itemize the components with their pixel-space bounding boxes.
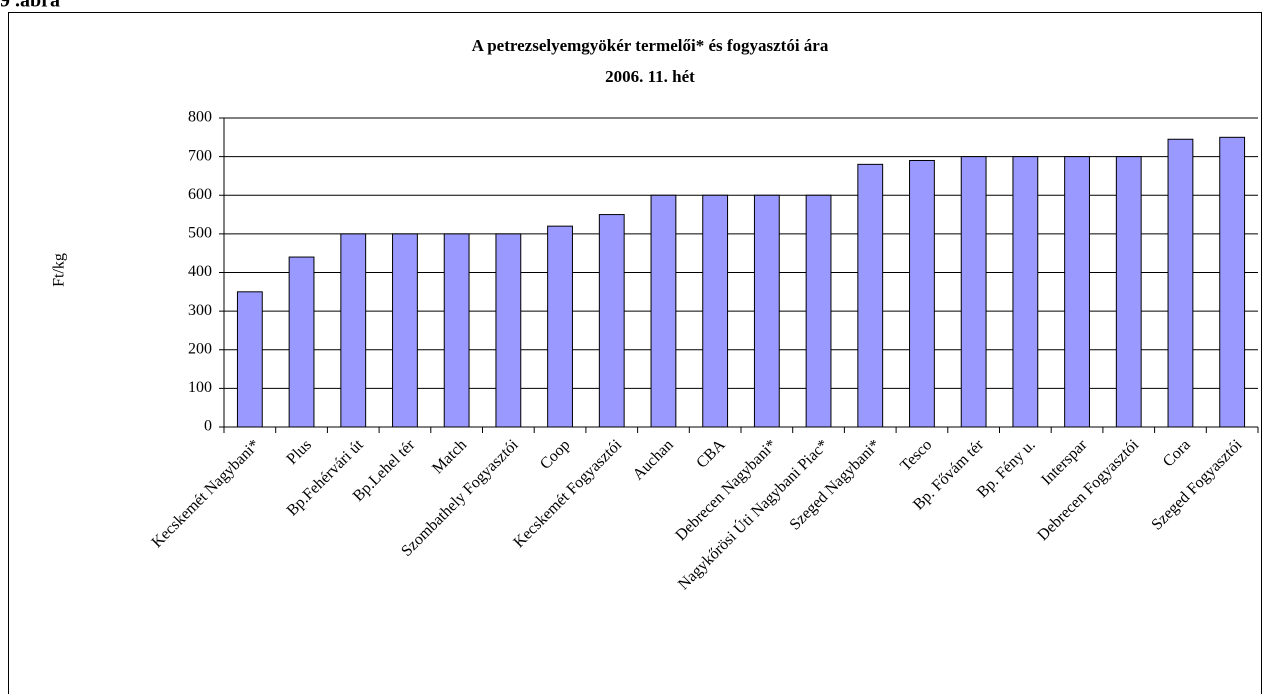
x-tick-label: CBA — [693, 436, 729, 472]
x-tick-label: Match — [429, 436, 470, 477]
figure-label: 9 .ábra — [0, 0, 60, 12]
bar — [547, 225, 573, 428]
chart-subtitle: 2006. 11. hét — [605, 67, 695, 86]
bar — [805, 194, 832, 428]
bar — [392, 233, 418, 428]
bar — [650, 194, 677, 428]
y-tick-label: 800 — [188, 109, 212, 126]
x-tick-label: Szeged Fogyasztói — [1148, 436, 1246, 534]
y-tick-label: 700 — [188, 147, 212, 164]
bar — [495, 233, 522, 428]
chart-title: A petrezselyemgyökér termelői* és fogyas… — [472, 36, 829, 55]
x-tick-label: Tesco — [897, 436, 935, 474]
y-axis-label: Ft/kg — [51, 253, 68, 287]
x-tick-label: Interspar — [1038, 436, 1091, 489]
bar — [753, 194, 780, 428]
bar — [702, 194, 729, 428]
bar — [909, 159, 935, 428]
bar — [1219, 136, 1246, 428]
x-tick-label: Szeged Nagybani* — [787, 436, 884, 533]
bar — [443, 233, 470, 428]
bar — [857, 163, 884, 428]
x-tick-label: Plus — [283, 436, 315, 468]
bar — [1115, 156, 1142, 428]
y-tick-label: 0 — [204, 418, 212, 435]
x-tick-label: Auchan — [630, 436, 677, 483]
bar — [288, 256, 315, 428]
bar — [340, 233, 367, 428]
y-tick-label: 200 — [188, 340, 212, 357]
bar — [1167, 138, 1194, 428]
y-tick-label: 600 — [188, 186, 212, 203]
bar — [960, 156, 987, 428]
x-tick-label: Debrecen Fogyasztói — [1034, 436, 1142, 544]
y-tick-label: 500 — [188, 225, 212, 242]
bar — [236, 291, 263, 428]
y-tick-label: 400 — [188, 263, 212, 280]
bar — [1064, 156, 1090, 428]
frame — [8, 12, 1262, 694]
x-tick-label: Kecskemét Nagybani* — [149, 436, 264, 551]
bar — [1012, 156, 1039, 428]
y-tick-label: 100 — [188, 379, 212, 396]
x-tick-label: Cora — [1160, 436, 1194, 470]
bar — [598, 214, 625, 428]
x-tick-label: Debrecen Nagybani* — [672, 436, 780, 544]
x-tick-label: Coop — [537, 436, 574, 473]
y-tick-label: 300 — [188, 302, 212, 319]
